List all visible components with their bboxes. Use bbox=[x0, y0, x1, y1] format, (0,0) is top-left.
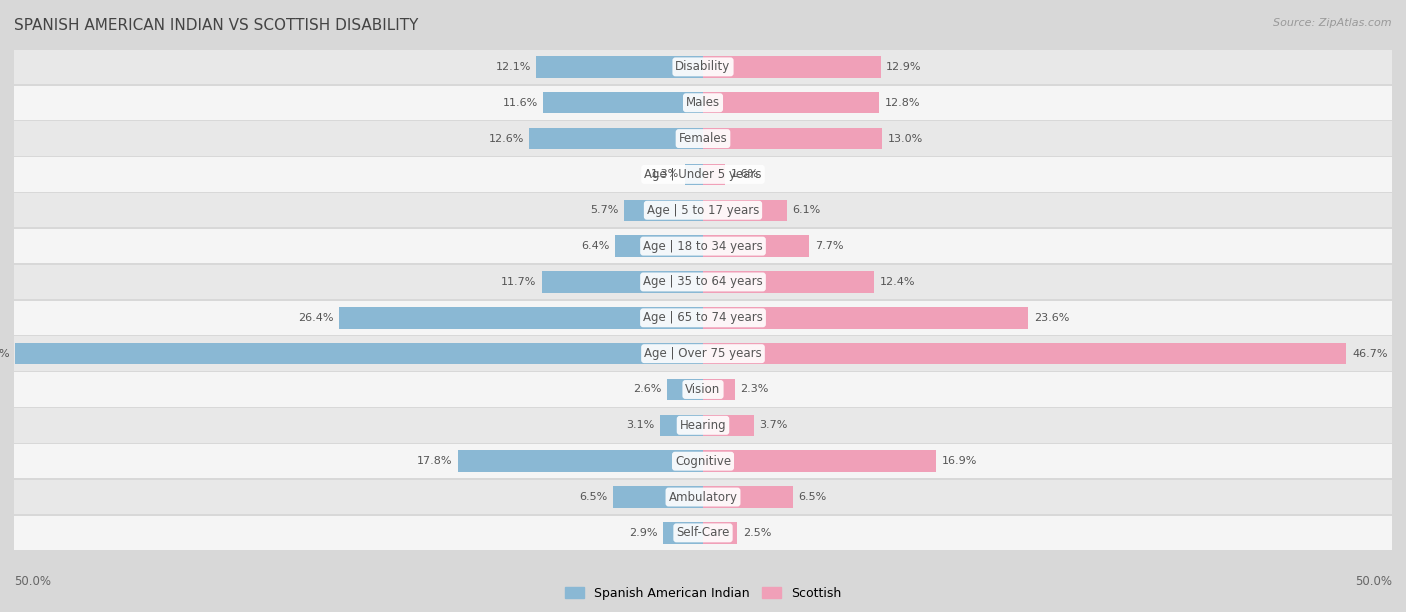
Bar bbox=[703, 487, 793, 508]
Text: Age | Under 5 years: Age | Under 5 years bbox=[644, 168, 762, 181]
Text: 12.9%: 12.9% bbox=[886, 62, 922, 72]
Text: 6.5%: 6.5% bbox=[579, 492, 607, 502]
Bar bbox=[536, 56, 703, 78]
Bar bbox=[14, 265, 1392, 299]
Text: 11.6%: 11.6% bbox=[502, 98, 537, 108]
Text: Self-Care: Self-Care bbox=[676, 526, 730, 539]
Text: 12.8%: 12.8% bbox=[884, 98, 921, 108]
Text: Age | 5 to 17 years: Age | 5 to 17 years bbox=[647, 204, 759, 217]
Bar bbox=[613, 487, 703, 508]
Bar bbox=[458, 450, 703, 472]
Text: 3.1%: 3.1% bbox=[627, 420, 655, 430]
Text: Age | 35 to 64 years: Age | 35 to 64 years bbox=[643, 275, 763, 288]
Bar bbox=[14, 229, 1392, 263]
Bar bbox=[14, 157, 1392, 192]
Bar bbox=[703, 236, 808, 257]
Text: 1.3%: 1.3% bbox=[651, 170, 679, 179]
Bar bbox=[14, 86, 1392, 120]
Bar bbox=[703, 379, 735, 400]
Bar bbox=[14, 480, 1392, 514]
Text: 6.4%: 6.4% bbox=[581, 241, 609, 251]
Bar bbox=[14, 444, 1392, 479]
Text: Vision: Vision bbox=[685, 383, 721, 396]
Text: 12.4%: 12.4% bbox=[879, 277, 915, 287]
Text: 23.6%: 23.6% bbox=[1033, 313, 1069, 323]
Legend: Spanish American Indian, Scottish: Spanish American Indian, Scottish bbox=[560, 582, 846, 605]
Bar bbox=[14, 50, 1392, 84]
Text: 2.6%: 2.6% bbox=[633, 384, 662, 395]
Bar bbox=[624, 200, 703, 221]
Text: 46.7%: 46.7% bbox=[1353, 349, 1388, 359]
Bar bbox=[14, 372, 1392, 407]
Bar bbox=[703, 271, 875, 293]
Bar bbox=[664, 522, 703, 543]
Bar bbox=[661, 414, 703, 436]
Text: 12.1%: 12.1% bbox=[495, 62, 531, 72]
Bar bbox=[14, 193, 1392, 228]
Bar bbox=[703, 128, 882, 149]
Text: Males: Males bbox=[686, 96, 720, 109]
Text: 11.7%: 11.7% bbox=[501, 277, 536, 287]
Text: 17.8%: 17.8% bbox=[416, 456, 453, 466]
Bar bbox=[703, 92, 879, 113]
Bar bbox=[703, 307, 1028, 329]
Text: 49.9%: 49.9% bbox=[0, 349, 10, 359]
Text: 2.5%: 2.5% bbox=[742, 528, 772, 538]
Text: 5.7%: 5.7% bbox=[591, 205, 619, 215]
Text: 7.7%: 7.7% bbox=[814, 241, 844, 251]
Text: 13.0%: 13.0% bbox=[887, 133, 922, 144]
Bar bbox=[14, 516, 1392, 550]
Bar bbox=[703, 414, 754, 436]
Text: Source: ZipAtlas.com: Source: ZipAtlas.com bbox=[1274, 18, 1392, 28]
Text: Hearing: Hearing bbox=[679, 419, 727, 432]
Text: 6.5%: 6.5% bbox=[799, 492, 827, 502]
Text: 2.3%: 2.3% bbox=[740, 384, 769, 395]
Bar bbox=[530, 128, 703, 149]
Bar bbox=[14, 408, 1392, 442]
Text: 2.9%: 2.9% bbox=[628, 528, 658, 538]
Text: Cognitive: Cognitive bbox=[675, 455, 731, 468]
Bar bbox=[14, 121, 1392, 156]
Bar bbox=[14, 300, 1392, 335]
Text: Age | Over 75 years: Age | Over 75 years bbox=[644, 347, 762, 360]
Text: 16.9%: 16.9% bbox=[942, 456, 977, 466]
Text: Age | 18 to 34 years: Age | 18 to 34 years bbox=[643, 240, 763, 253]
Bar bbox=[703, 343, 1347, 364]
Text: Disability: Disability bbox=[675, 61, 731, 73]
Bar bbox=[703, 163, 725, 185]
Text: 3.7%: 3.7% bbox=[759, 420, 787, 430]
Text: 50.0%: 50.0% bbox=[14, 575, 51, 588]
Bar bbox=[685, 163, 703, 185]
Text: 50.0%: 50.0% bbox=[1355, 575, 1392, 588]
Bar bbox=[614, 236, 703, 257]
Bar bbox=[703, 56, 880, 78]
Text: Ambulatory: Ambulatory bbox=[668, 491, 738, 504]
Bar bbox=[543, 92, 703, 113]
Bar bbox=[15, 343, 703, 364]
Bar bbox=[541, 271, 703, 293]
Bar bbox=[703, 200, 787, 221]
Bar bbox=[14, 337, 1392, 371]
Text: Age | 65 to 74 years: Age | 65 to 74 years bbox=[643, 312, 763, 324]
Bar bbox=[703, 522, 738, 543]
Text: 6.1%: 6.1% bbox=[793, 205, 821, 215]
Bar bbox=[668, 379, 703, 400]
Text: 26.4%: 26.4% bbox=[298, 313, 333, 323]
Bar bbox=[703, 450, 936, 472]
Text: 12.6%: 12.6% bbox=[488, 133, 524, 144]
Text: Females: Females bbox=[679, 132, 727, 145]
Bar bbox=[339, 307, 703, 329]
Text: 1.6%: 1.6% bbox=[731, 170, 759, 179]
Text: SPANISH AMERICAN INDIAN VS SCOTTISH DISABILITY: SPANISH AMERICAN INDIAN VS SCOTTISH DISA… bbox=[14, 18, 419, 34]
